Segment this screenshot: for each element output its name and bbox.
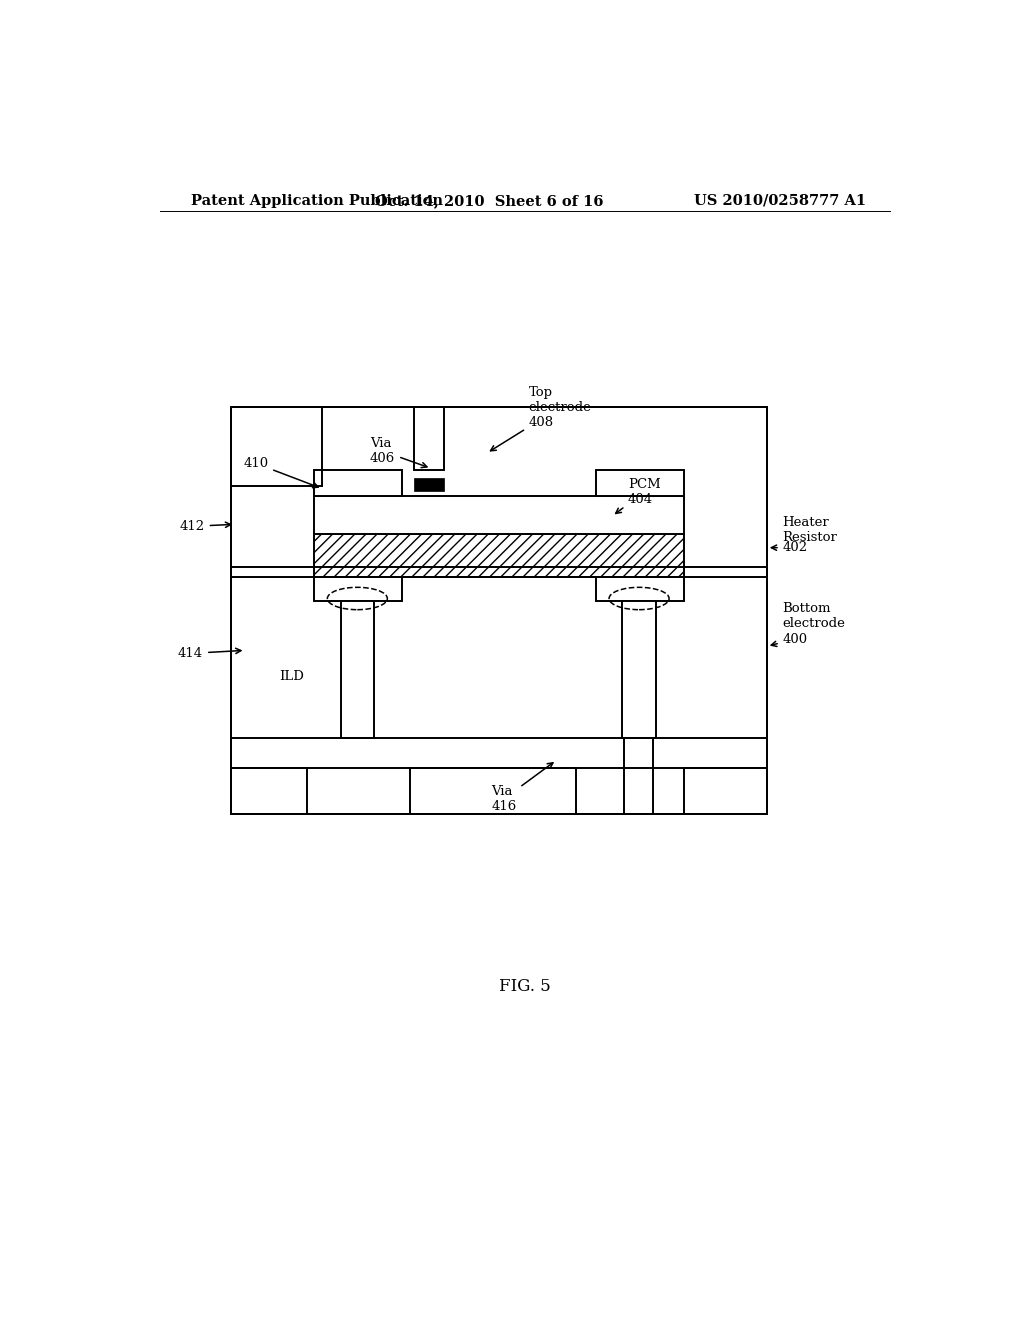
Text: ILD: ILD [279, 671, 304, 684]
Bar [596, 470, 684, 496]
Bar [410, 768, 577, 814]
Text: 402: 402 [771, 541, 808, 554]
Text: 400: 400 [771, 632, 808, 647]
Text: Via
406: Via 406 [370, 437, 427, 467]
Bar [314, 470, 401, 496]
Text: FIG. 5: FIG. 5 [499, 978, 551, 995]
Text: Bottom
electrode: Bottom electrode [782, 602, 846, 630]
Bar [341, 601, 374, 738]
Text: Via
416: Via 416 [492, 763, 553, 813]
Text: 414: 414 [178, 647, 241, 660]
Text: PCM
404: PCM 404 [615, 478, 660, 513]
Bar [314, 577, 401, 601]
Bar [231, 408, 767, 814]
Text: Oct. 14, 2010  Sheet 6 of 16: Oct. 14, 2010 Sheet 6 of 16 [375, 194, 603, 209]
Text: US 2010/0258777 A1: US 2010/0258777 A1 [694, 194, 866, 209]
Text: Top
electrode
408: Top electrode 408 [490, 385, 592, 451]
Bar [596, 577, 684, 601]
Bar [231, 408, 767, 814]
Text: 410: 410 [243, 457, 318, 487]
Bar [684, 768, 767, 814]
Text: Heater
Resistor: Heater Resistor [782, 516, 838, 544]
Bar [314, 535, 684, 577]
Bar [624, 738, 653, 814]
Text: 412: 412 [179, 520, 230, 533]
Bar [414, 478, 443, 491]
Bar [623, 601, 655, 738]
Bar [414, 408, 443, 470]
Bar [314, 496, 684, 535]
Text: Patent Application Publication: Patent Application Publication [191, 194, 443, 209]
Bar [231, 768, 306, 814]
